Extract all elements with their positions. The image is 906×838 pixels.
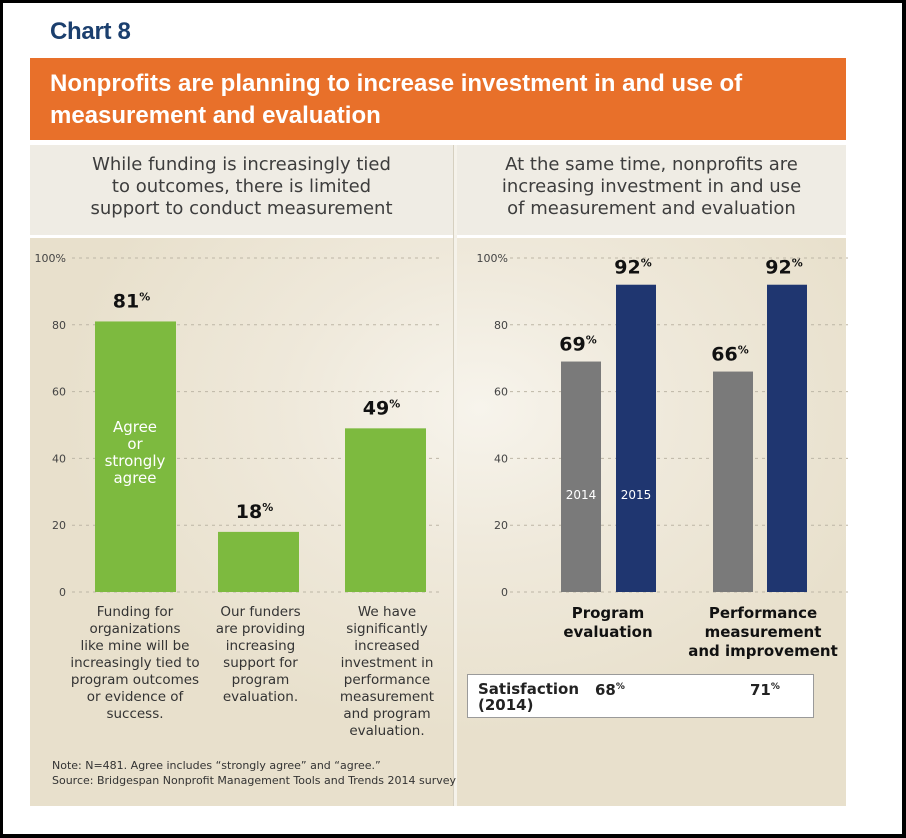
right-bar-2014 <box>713 371 753 592</box>
right-subtitle-line: of measurement and evaluation <box>507 198 796 219</box>
left-bar-value-label: 49% <box>363 397 400 419</box>
category-line: or evidence of <box>86 689 184 705</box>
right-category-label-2: Performance measurement and improvement <box>688 604 838 661</box>
satisfaction-box: Satisfaction (2014) 68% 71% <box>467 674 814 718</box>
left-subtitle-line: support to conduct measurement <box>90 198 393 219</box>
left-bar-series-label: Agree or strongly agree <box>95 419 175 487</box>
category-line: We have <box>357 604 417 620</box>
category-line: measurement <box>339 689 435 705</box>
in-bar-line: Agree <box>112 418 158 436</box>
in-bar-line: or <box>127 435 143 453</box>
left-category-label-1: Funding for organizations like mine will… <box>60 604 210 723</box>
left-bar-value-label: 18% <box>236 501 273 523</box>
left-y-tick-label: 100% <box>35 252 66 265</box>
right-subtitle-line: increasing investment in and use <box>501 176 802 197</box>
satisfaction-label-line: Satisfaction <box>478 680 580 698</box>
right-y-tick-label: 40 <box>494 452 508 465</box>
in-bar-line: agree <box>113 469 157 487</box>
right-subtitle-line: At the same time, nonprofits are <box>505 154 798 175</box>
category-line: success. <box>106 706 164 722</box>
left-subtitle: While funding is increasingly tied to ou… <box>30 145 453 235</box>
chart-number: Chart 8 <box>50 18 131 45</box>
category-line: Performance <box>708 604 818 622</box>
right-y-tick-label: 100% <box>477 252 508 265</box>
right-y-tick-label: 80 <box>494 319 508 332</box>
category-line: support for <box>223 655 298 671</box>
left-category-label-3: We have significantly increased investme… <box>323 604 451 740</box>
note-text: Note: N=481. Agree includes “strongly ag… <box>52 759 381 772</box>
banner-title: Nonprofits are planning to increase inve… <box>30 58 846 140</box>
left-subtitle-line: to outcomes, there is limited <box>111 176 372 197</box>
left-y-tick-label: 40 <box>52 452 66 465</box>
category-line: evaluation. <box>349 723 425 739</box>
left-bar <box>95 321 176 592</box>
category-line: investment in <box>340 655 434 671</box>
category-line: program outcomes <box>70 672 200 688</box>
category-line: like mine will be <box>80 638 190 654</box>
left-y-tick-label: 20 <box>52 519 66 532</box>
right-bar-value-label: 92% <box>765 257 802 279</box>
in-bar-line: strongly <box>104 452 166 470</box>
category-line: Our funders <box>220 604 301 620</box>
left-category-label-2: Our funders are providing increasing sup… <box>198 604 323 706</box>
footnote: Note: N=481. Agree includes “strongly ag… <box>52 758 456 788</box>
category-line: Program <box>571 604 645 622</box>
satisfaction-label: Satisfaction (2014) <box>478 681 598 713</box>
legend-label-2014: 2014 <box>566 488 597 502</box>
category-line: evaluation. <box>222 689 299 705</box>
left-y-tick-label: 60 <box>52 386 66 399</box>
right-bar-value-label: 92% <box>614 257 651 279</box>
category-line: increasing <box>225 638 296 654</box>
right-bar-value-label: 66% <box>711 344 748 366</box>
right-y-tick-label: 20 <box>494 519 508 532</box>
right-y-tick-label: 0 <box>501 586 508 599</box>
left-y-tick-label: 80 <box>52 319 66 332</box>
satisfaction-value-number: 71 <box>750 681 771 699</box>
right-bar-2015 <box>616 284 656 592</box>
satisfaction-value-number: 68 <box>595 681 616 699</box>
left-y-tick-label: 0 <box>59 586 66 599</box>
category-line: program <box>231 672 290 688</box>
right-category-label-1: Program evaluation <box>548 604 668 642</box>
percent-sign: % <box>615 682 625 692</box>
legend-label-2015: 2015 <box>621 488 652 502</box>
left-subtitle-line: While funding is increasingly tied <box>92 154 391 175</box>
category-line: measurement <box>704 623 822 641</box>
category-line: are providing <box>215 621 306 637</box>
satisfaction-value-program-evaluation: 68% <box>595 681 625 699</box>
percent-sign: % <box>770 682 780 692</box>
category-line: increased <box>354 638 420 654</box>
left-bar-value-label: 81% <box>113 290 150 312</box>
right-bar-2015 <box>767 284 807 592</box>
category-line: evaluation <box>563 623 653 641</box>
left-bar <box>345 428 426 592</box>
right-y-tick-label: 60 <box>494 386 508 399</box>
category-line: significantly <box>346 621 428 637</box>
category-line: Funding for <box>96 604 174 620</box>
right-bar-2014 <box>561 361 601 592</box>
left-bar <box>218 531 299 592</box>
right-bar-value-label: 69% <box>559 334 596 356</box>
satisfaction-value-performance-measurement: 71% <box>750 681 780 699</box>
source-text: Source: Bridgespan Nonprofit Management … <box>52 774 457 787</box>
right-subtitle: At the same time, nonprofits are increas… <box>457 145 846 235</box>
satisfaction-label-line: (2014) <box>478 696 534 714</box>
category-line: performance <box>343 672 431 688</box>
category-line: and program <box>343 706 431 722</box>
category-line: and improvement <box>688 642 838 660</box>
category-line: organizations <box>89 621 181 637</box>
panel-divider <box>453 145 457 806</box>
category-line: increasingly tied to <box>70 655 200 671</box>
